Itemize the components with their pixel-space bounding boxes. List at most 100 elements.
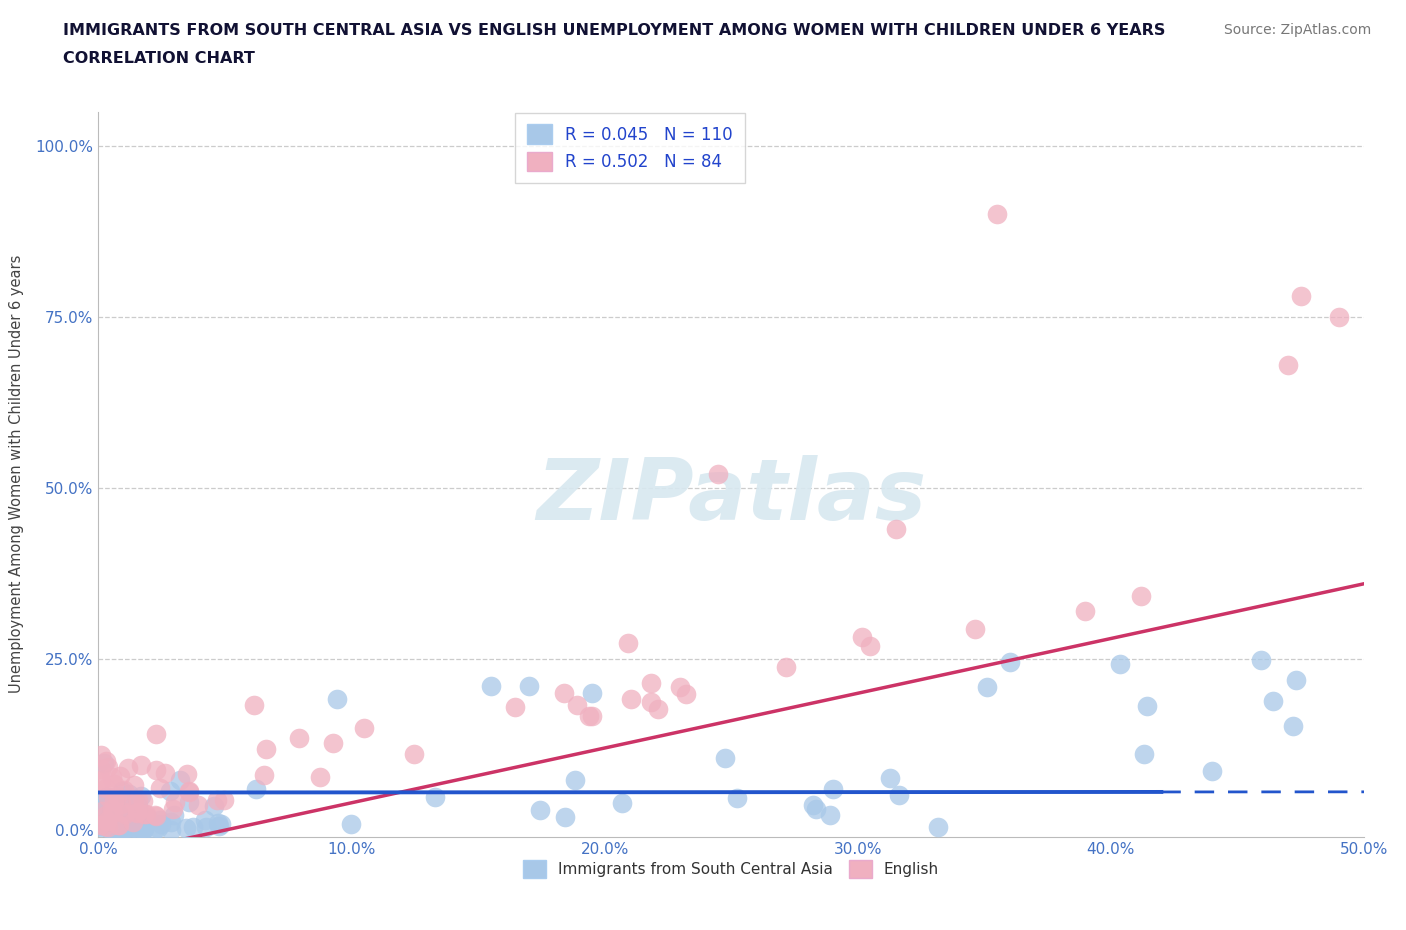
- Point: [177, 783, 200, 798]
- Point: [707, 467, 730, 482]
- Text: IMMIGRANTS FROM SOUTH CENTRAL ASIA VS ENGLISH UNEMPLOYMENT AMONG WOMEN WITH CHIL: IMMIGRANTS FROM SOUTH CENTRAL ASIA VS EN…: [63, 23, 1166, 38]
- Point: [121, 808, 143, 823]
- Point: [115, 820, 138, 835]
- Point: [1000, 655, 1022, 670]
- Point: [105, 817, 128, 832]
- Text: Source: ZipAtlas.com: Source: ZipAtlas.com: [1223, 23, 1371, 37]
- Point: [564, 772, 586, 787]
- Point: [581, 685, 603, 700]
- Point: [714, 751, 737, 765]
- Point: [581, 709, 603, 724]
- Legend: Immigrants from South Central Asia, English: Immigrants from South Central Asia, Engl…: [517, 854, 945, 883]
- Point: [554, 810, 576, 825]
- Point: [120, 806, 142, 821]
- Text: ZIPatlas: ZIPatlas: [536, 455, 927, 538]
- Point: [148, 813, 170, 828]
- Point: [89, 795, 111, 810]
- Point: [129, 789, 152, 804]
- Point: [195, 820, 218, 835]
- Point: [101, 802, 124, 817]
- Point: [1135, 699, 1157, 714]
- Point: [288, 730, 311, 745]
- Point: [128, 804, 150, 819]
- Point: [124, 818, 146, 833]
- Point: [134, 822, 156, 837]
- Point: [851, 630, 873, 644]
- Point: [94, 780, 117, 795]
- Point: [98, 817, 121, 831]
- Point: [208, 818, 231, 833]
- Point: [110, 769, 132, 784]
- Point: [1073, 604, 1095, 618]
- Point: [100, 813, 122, 828]
- Point: [1261, 694, 1284, 709]
- Point: [243, 698, 266, 712]
- Point: [129, 820, 152, 835]
- Point: [89, 818, 111, 833]
- Point: [640, 695, 662, 710]
- Point: [111, 819, 134, 834]
- Point: [339, 817, 361, 831]
- Point: [94, 818, 117, 833]
- Point: [1327, 310, 1350, 325]
- Point: [104, 799, 127, 814]
- Point: [353, 720, 375, 735]
- Point: [160, 822, 183, 837]
- Point: [108, 821, 131, 836]
- Point: [122, 819, 145, 834]
- Point: [114, 806, 136, 821]
- Point: [90, 747, 112, 762]
- Point: [96, 814, 118, 829]
- Point: [105, 801, 128, 816]
- Point: [153, 765, 176, 780]
- Point: [145, 809, 167, 824]
- Point: [775, 660, 797, 675]
- Point: [101, 770, 124, 785]
- Point: [1108, 657, 1130, 671]
- Point: [94, 812, 117, 827]
- Point: [859, 639, 882, 654]
- Point: [159, 784, 181, 799]
- Point: [986, 206, 1008, 221]
- Point: [879, 771, 901, 786]
- Point: [101, 800, 124, 815]
- Point: [1285, 672, 1308, 687]
- Point: [90, 773, 112, 788]
- Point: [108, 818, 131, 833]
- Point: [801, 798, 824, 813]
- Point: [122, 795, 145, 810]
- Point: [91, 805, 114, 820]
- Point: [212, 792, 235, 807]
- Point: [963, 621, 986, 636]
- Point: [174, 821, 197, 836]
- Point: [675, 686, 697, 701]
- Point: [553, 685, 575, 700]
- Point: [245, 782, 267, 797]
- Point: [107, 817, 129, 831]
- Point: [132, 806, 155, 821]
- Point: [132, 794, 155, 809]
- Point: [640, 675, 662, 690]
- Point: [1132, 746, 1154, 761]
- Point: [120, 822, 142, 837]
- Point: [103, 777, 125, 791]
- Point: [1289, 289, 1312, 304]
- Point: [253, 768, 276, 783]
- Point: [97, 796, 120, 811]
- Point: [205, 792, 228, 807]
- Text: CORRELATION CHART: CORRELATION CHART: [63, 51, 254, 66]
- Point: [135, 806, 157, 821]
- Point: [887, 787, 910, 802]
- Point: [821, 781, 844, 796]
- Point: [97, 790, 120, 804]
- Point: [112, 783, 135, 798]
- Point: [145, 726, 167, 741]
- Point: [94, 812, 117, 827]
- Point: [112, 804, 135, 819]
- Point: [165, 794, 187, 809]
- Point: [94, 754, 117, 769]
- Point: [149, 780, 172, 795]
- Point: [620, 691, 643, 706]
- Point: [136, 811, 159, 826]
- Point: [131, 757, 153, 772]
